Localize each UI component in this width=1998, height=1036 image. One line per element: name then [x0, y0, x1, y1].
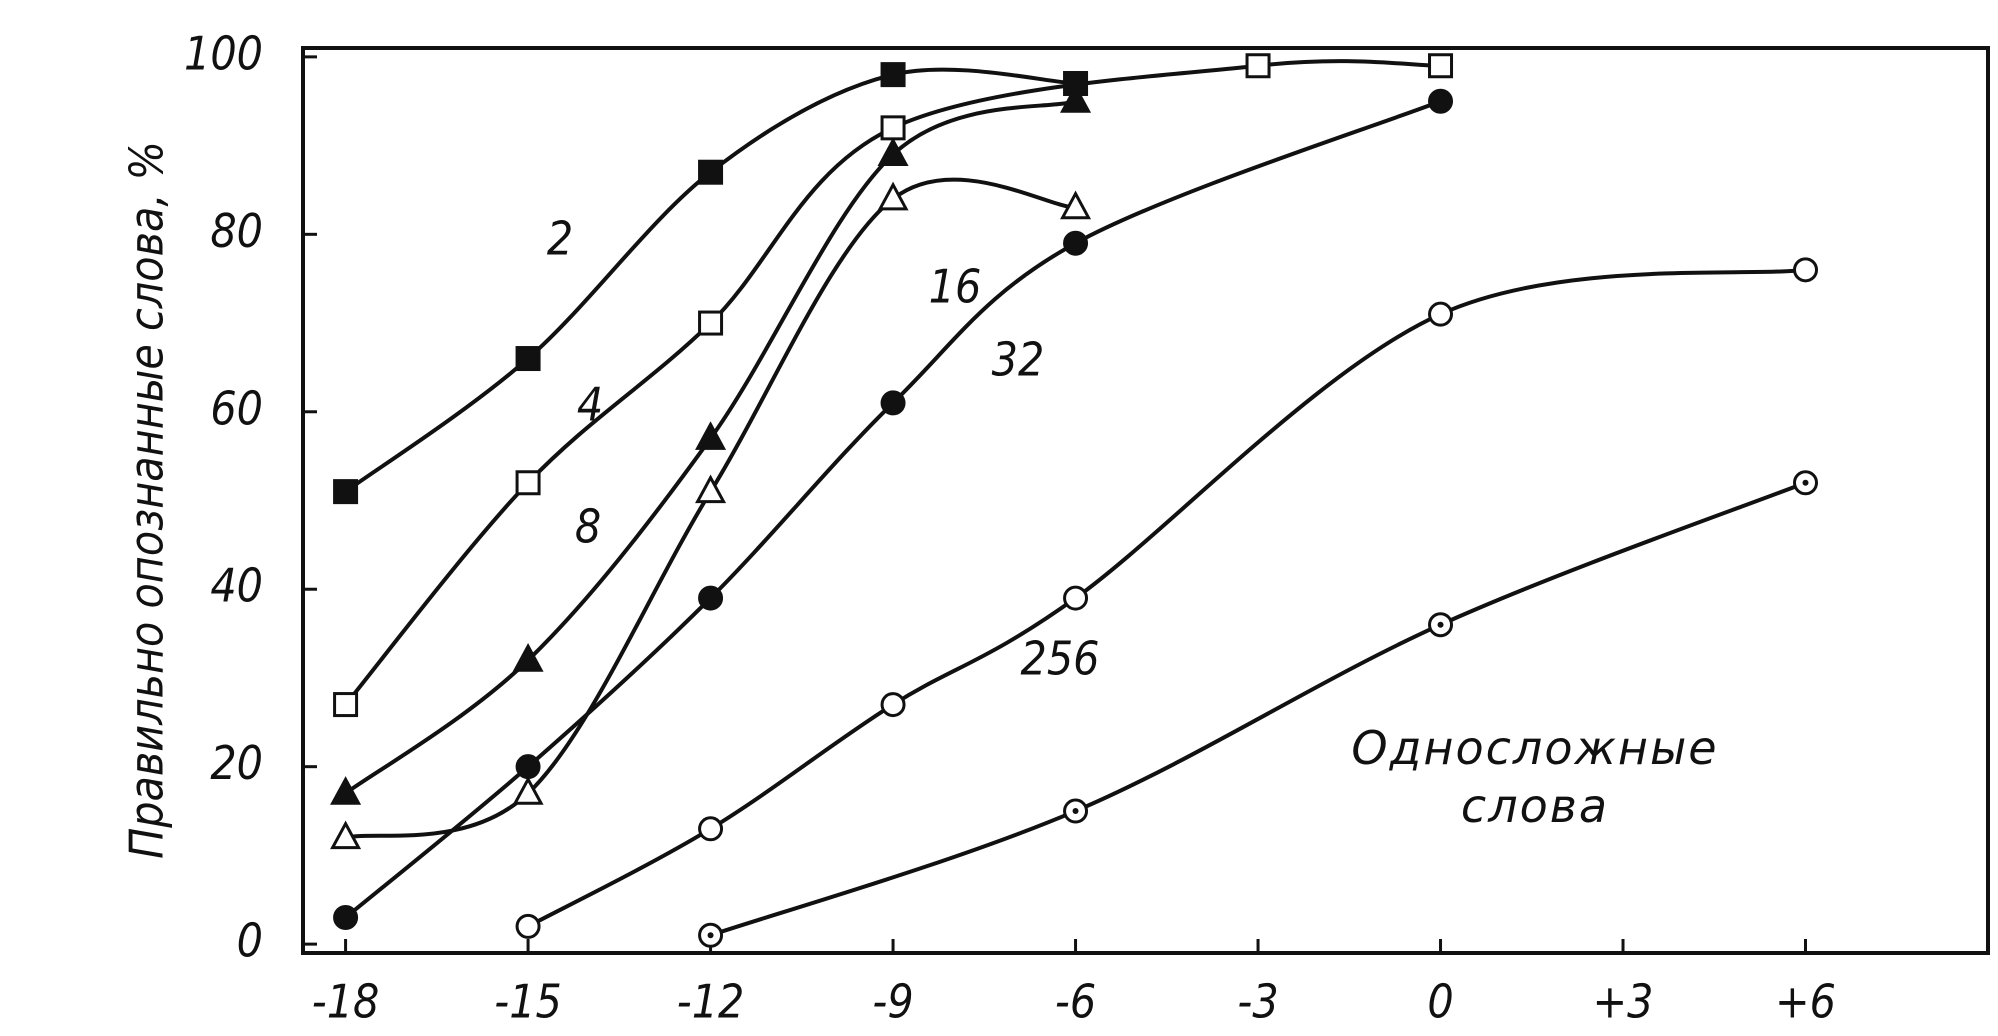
marker	[877, 137, 909, 166]
marker	[1060, 84, 1092, 113]
marker	[330, 776, 362, 805]
marker	[512, 643, 544, 672]
marker	[880, 692, 906, 718]
marker	[333, 692, 359, 718]
marker	[515, 346, 541, 372]
marker	[515, 470, 541, 496]
marker	[1060, 190, 1092, 220]
series-label: Односложные слова	[1351, 721, 1719, 833]
y-tick-label: 40	[210, 559, 263, 613]
marker	[880, 62, 906, 88]
y-tick-label: 0	[237, 914, 263, 968]
marker	[1428, 301, 1454, 327]
marker	[880, 390, 906, 416]
x-tick-label: -18	[312, 975, 380, 1029]
marker	[515, 913, 541, 939]
marker	[1063, 230, 1089, 256]
marker	[1428, 53, 1454, 79]
series-label: 256	[1021, 632, 1100, 686]
marker	[1428, 88, 1454, 114]
y-tick-label: 60	[210, 381, 263, 435]
marker	[880, 115, 906, 141]
marker	[695, 421, 727, 450]
marker	[515, 754, 541, 780]
marker-dot	[1072, 808, 1079, 815]
marker	[333, 479, 359, 505]
y-tick-label: 100	[184, 26, 263, 80]
series-label: 32	[992, 333, 1045, 387]
series-line	[344, 99, 1442, 920]
marker	[698, 585, 724, 611]
x-tick-label: -6	[1055, 975, 1096, 1029]
marker-dot	[707, 932, 714, 939]
marker-dot	[1802, 479, 1809, 486]
series-label: 16	[929, 260, 982, 314]
plot-frame	[301, 46, 1990, 955]
x-tick-label: -9	[872, 975, 913, 1029]
x-tick-label: -15	[494, 975, 562, 1029]
series-label: 2	[547, 212, 573, 266]
series-line	[709, 480, 1807, 938]
x-tick-label: -12	[677, 975, 745, 1029]
marker	[1793, 257, 1819, 283]
marker	[695, 474, 727, 504]
x-tick-label: +3	[1593, 975, 1654, 1029]
marker	[1245, 53, 1271, 79]
y-tick-label: 20	[210, 736, 263, 790]
marker-dot	[1437, 621, 1444, 628]
marker	[1063, 585, 1089, 611]
marker	[698, 159, 724, 185]
marker	[512, 776, 544, 805]
marker	[877, 181, 909, 211]
marker	[333, 905, 359, 931]
marker	[330, 820, 362, 850]
y-axis-label: Правильно опознанные слова, %	[120, 141, 174, 859]
x-tick-label: 0	[1427, 975, 1453, 1029]
x-tick-label: +6	[1775, 975, 1836, 1029]
marker	[698, 816, 724, 842]
y-tick-label: 80	[210, 204, 263, 258]
series-label: 4	[577, 378, 603, 432]
marker	[698, 310, 724, 336]
x-tick-label: -3	[1237, 975, 1278, 1029]
series-label: 8	[575, 500, 601, 554]
